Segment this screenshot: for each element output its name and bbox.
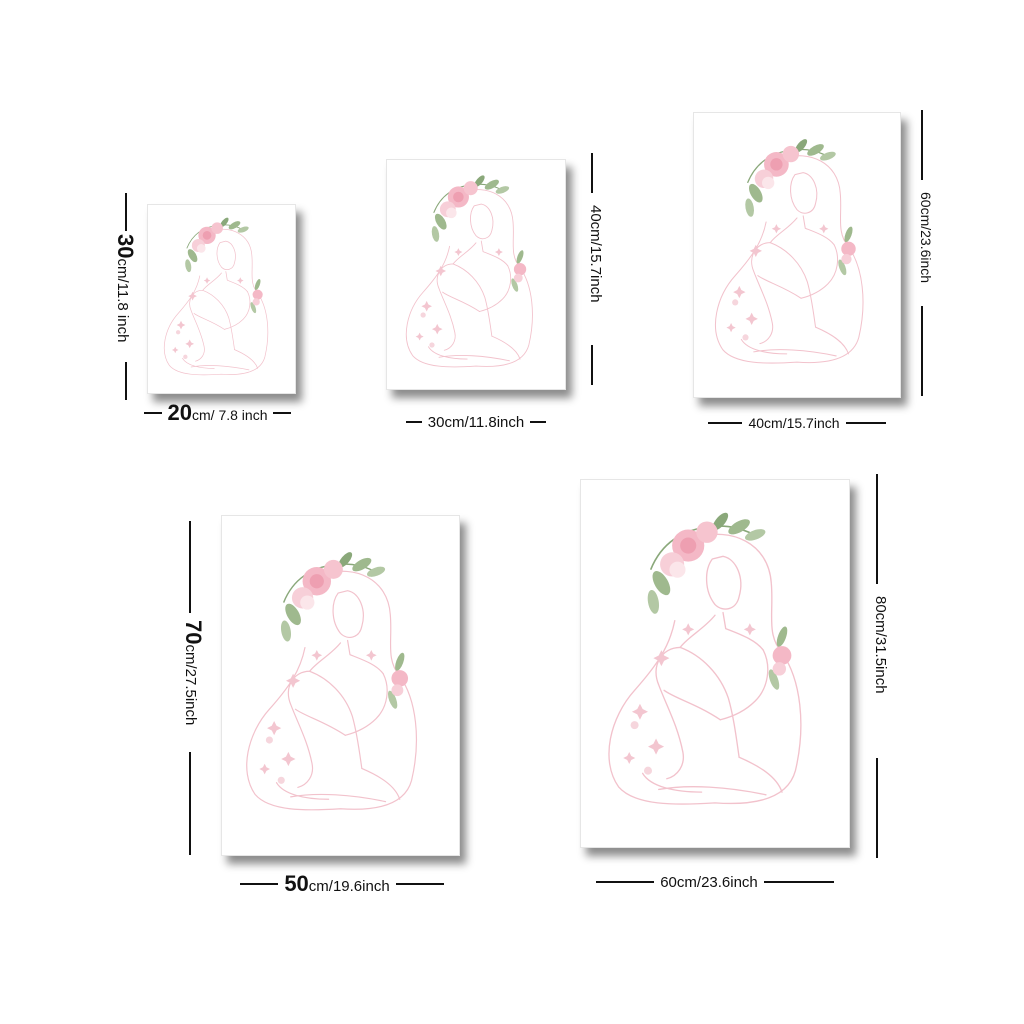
artwork-image: [387, 160, 565, 389]
height-label: 30cm/11.8 inch: [113, 234, 138, 343]
width-dimension: 60cm/23.6inch: [582, 870, 848, 894]
width-dimension: 40cm/15.7inch: [695, 412, 899, 434]
height-line-top: [591, 153, 593, 193]
poster-large: [693, 112, 901, 398]
height-line-bottom: [876, 758, 878, 858]
artwork-image: [694, 113, 900, 397]
poster-xlarge: [221, 515, 460, 856]
height-line-bottom: [591, 345, 593, 385]
poster-medium: [386, 159, 566, 390]
height-line-top: [125, 193, 127, 231]
height-label: 40cm/15.7inch: [587, 205, 604, 303]
width-dimension: 20cm/ 7.8 inch: [135, 400, 300, 426]
height-line-top: [876, 474, 878, 584]
height-line-bottom: [189, 752, 191, 855]
height-label: 70cm/27.5inch: [181, 620, 206, 726]
artwork-image: [222, 516, 459, 855]
height-line-top: [189, 521, 191, 613]
artwork-image: [148, 205, 295, 393]
height-label: 80cm/31.5inch: [872, 596, 889, 694]
width-dimension: 30cm/11.8inch: [386, 410, 566, 434]
artwork-image: [581, 480, 849, 847]
width-dimension: 50cm/19.6inch: [225, 870, 459, 898]
poster-small: [147, 204, 296, 394]
height-label: 60cm/23.6inch: [918, 192, 934, 284]
height-line-bottom: [125, 362, 127, 400]
height-line-top: [921, 110, 923, 180]
height-line-bottom: [921, 306, 923, 396]
poster-xxlarge: [580, 479, 850, 848]
